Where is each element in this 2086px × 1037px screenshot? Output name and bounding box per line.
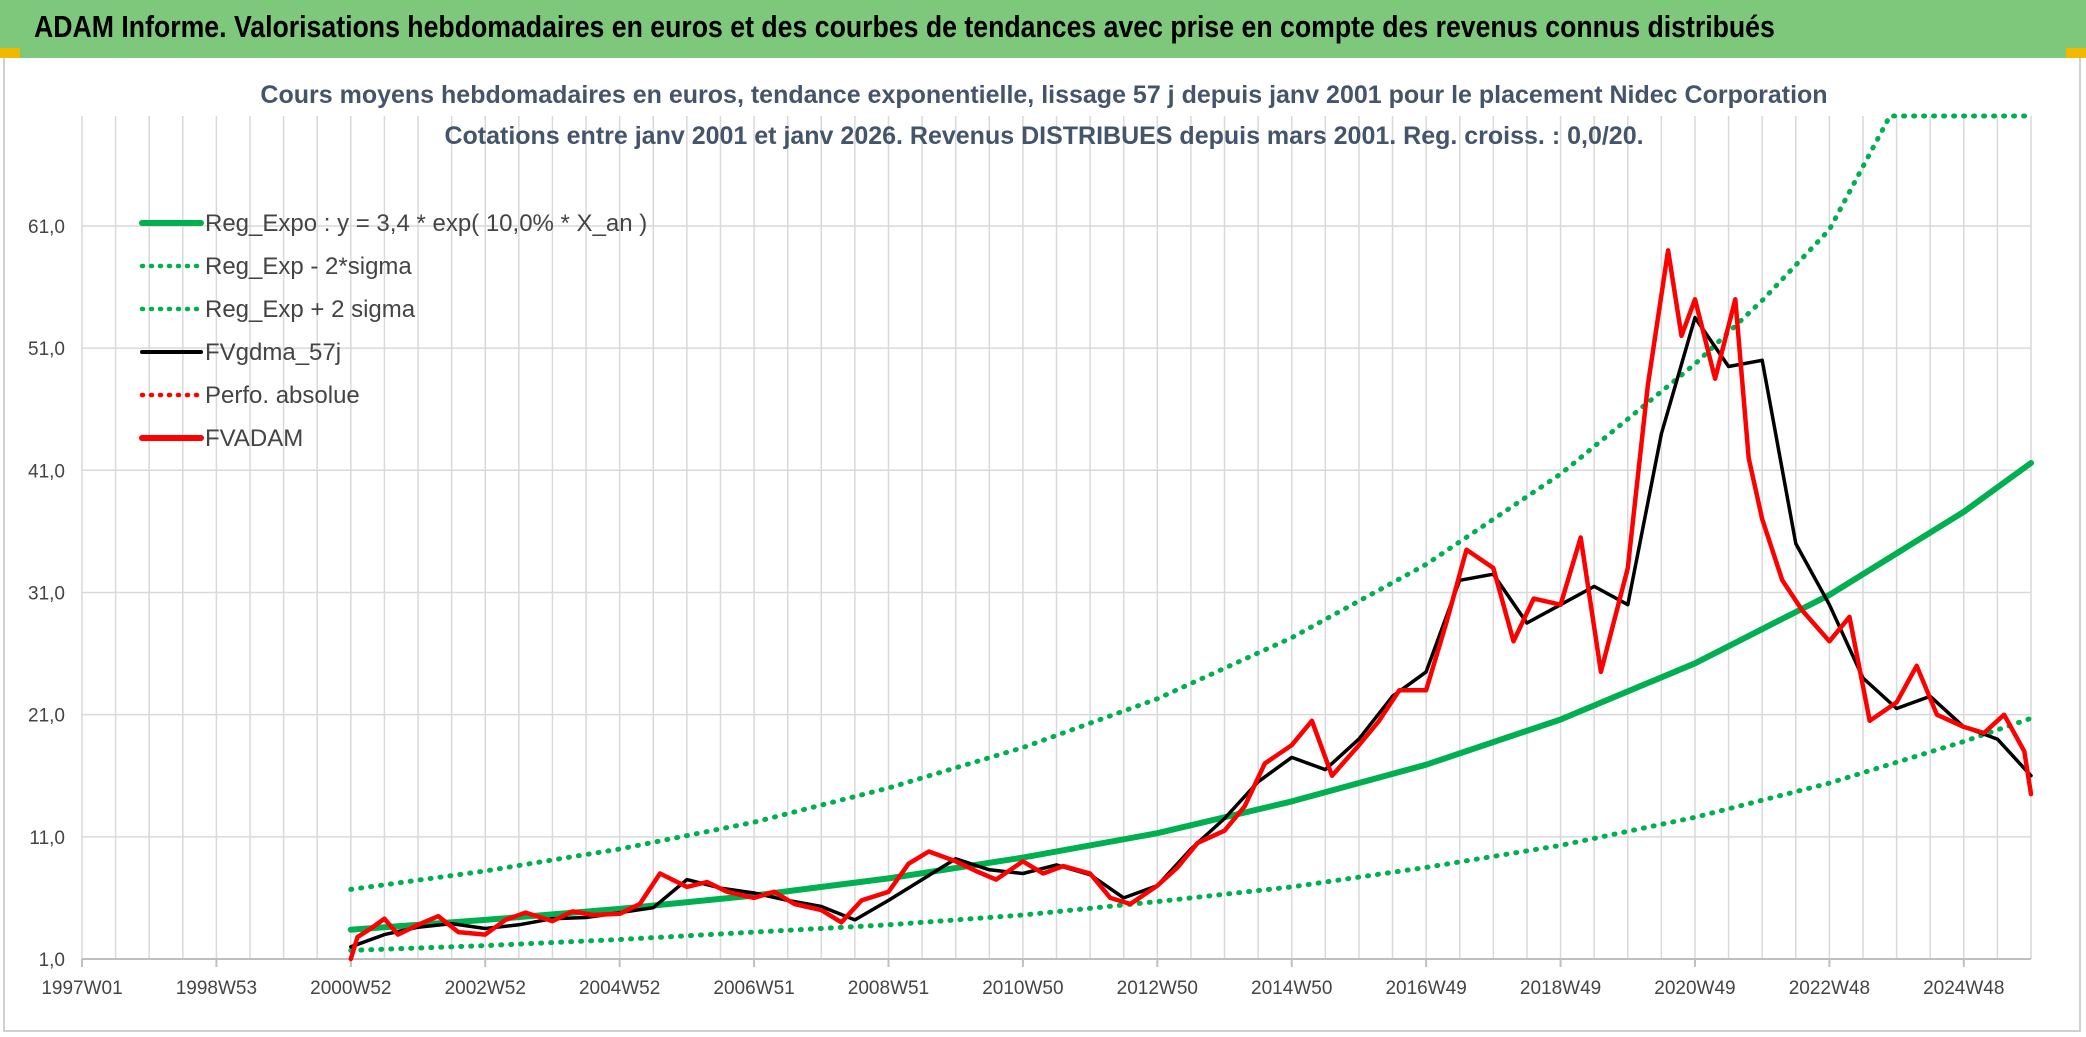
legend: Reg_Expo : y = 3,4 * exp( 10,0% * X_an )… [139,210,647,452]
y-tick-label: 31,0 [28,583,65,604]
legend-label: FVgdma_57j [205,339,341,366]
chart-area: Cours moyens hebdomadaires en euros, ten… [3,58,2081,1032]
legend-label: Perfo. absolue [205,382,360,409]
x-tick-label: 2016W49 [1385,978,1466,999]
plot-series [347,113,2034,962]
chart-title-line-2: Cotations entre janv 2001 et janv 2026. … [444,122,1643,150]
series-fvadam [348,248,2034,962]
x-tick-label: 2018W49 [1520,978,1601,999]
y-tick-label: 21,0 [28,706,65,727]
corner-accent-right [2066,48,2086,58]
y-tick-label: 61,0 [28,217,65,238]
x-tick-label: 2004W52 [579,978,660,999]
y-tick-label: 11,0 [29,828,65,849]
x-tick-label: 2012W50 [1117,978,1198,999]
legend-label: FVADAM [205,425,303,452]
series-reg-exp-2-sigma [348,113,2034,892]
x-tick-label: 2022W48 [1789,978,1870,999]
legend-label: Reg_Exp + 2 sigma [205,296,416,323]
x-tick-label: 2020W49 [1654,978,1735,999]
chart-title-line-1: Cours moyens hebdomadaires en euros, ten… [260,81,1827,109]
x-tick-label: 2014W50 [1251,978,1332,999]
x-tick-label: 2024W48 [1923,978,2004,999]
nidec-valuation-chart: Cours moyens hebdomadaires en euros, ten… [28,81,2034,999]
x-tick-label: 1997W01 [41,978,122,999]
x-tick-label: 2006W51 [713,978,794,999]
legend-label: Reg_Exp - 2*sigma [205,253,412,280]
x-tick-label: 2002W52 [445,978,526,999]
y-tick-label: 41,0 [28,461,65,482]
y-tick-label: 1,0 [39,950,65,971]
y-tick-label: 51,0 [28,339,65,360]
x-tick-label: 2000W52 [310,978,391,999]
report-title: ADAM Informe. Valorisations hebdomadaire… [34,9,1775,44]
x-axis: 1997W01 1998W53 2000W52 2002W52 2004W52 2006W… [41,958,2031,999]
series-reg-exp-2-sigma [348,715,2034,953]
x-tick-label: 2010W50 [982,978,1063,999]
y-axis: 1,0 11,0 21,0 31,0 41,0 51,0 61,0 [28,217,65,971]
grid-lines [81,116,2032,960]
x-tick-label: 1998W53 [176,978,257,999]
legend-label: Reg_Expo : y = 3,4 * exp( 10,0% * X_an ) [205,210,647,237]
header-banner: ADAM Informe. Valorisations hebdomadaire… [0,0,2086,58]
x-tick-label: 2008W51 [848,978,929,999]
corner-accent-left [0,48,20,58]
